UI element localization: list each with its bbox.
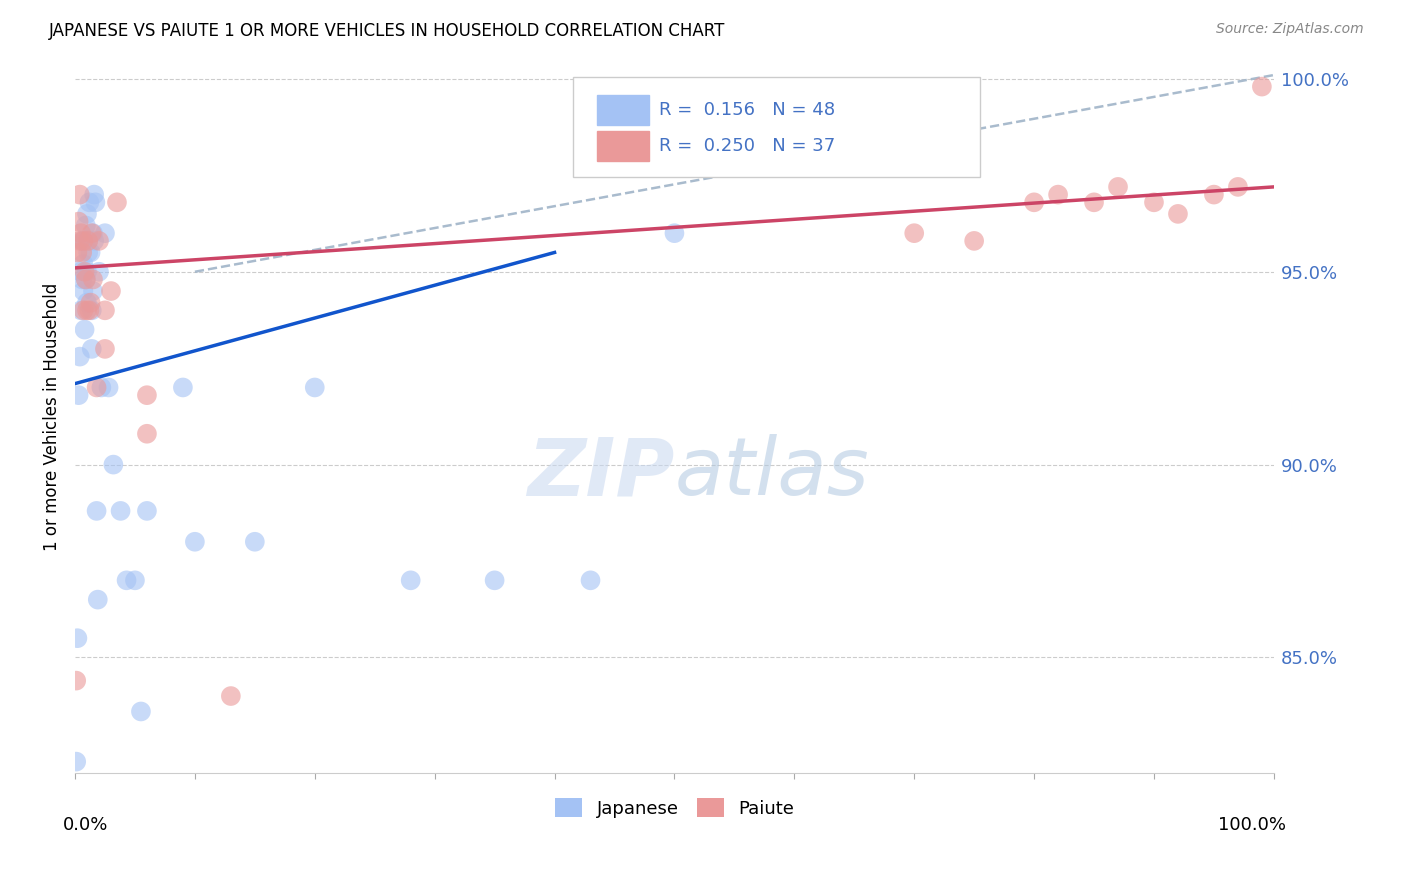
Point [76, 303, 98, 318]
Point [77, 234, 100, 248]
Point [90, 380, 112, 394]
Point [73, 265, 96, 279]
Text: JAPANESE VS PAIUTE 1 OR MORE VEHICLES IN HOUSEHOLD CORRELATION CHART: JAPANESE VS PAIUTE 1 OR MORE VEHICLES IN… [49, 22, 725, 40]
Point [110, 504, 132, 518]
Text: 0.0%: 0.0% [63, 816, 108, 834]
Point [172, 380, 194, 394]
Legend: Japanese, Paiute: Japanese, Paiute [548, 791, 801, 825]
Point [80, 303, 103, 318]
Text: R =  0.156   N = 48: R = 0.156 N = 48 [659, 102, 835, 120]
Point [124, 574, 146, 588]
Point [136, 426, 159, 441]
Point [66, 245, 89, 260]
Text: Source: ZipAtlas.com: Source: ZipAtlas.com [1216, 22, 1364, 37]
Point [304, 380, 326, 394]
Point [77, 245, 100, 260]
Point [79, 303, 101, 318]
Point [75, 272, 97, 286]
Point [70, 265, 93, 279]
Point [66, 631, 89, 645]
Point [103, 458, 125, 472]
Point [83, 187, 105, 202]
Point [1251, 79, 1274, 94]
Point [82, 226, 104, 240]
Point [82, 272, 104, 286]
Point [87, 234, 110, 248]
Point [80, 342, 103, 356]
Text: R =  0.250   N = 37: R = 0.250 N = 37 [659, 137, 835, 155]
Point [219, 689, 242, 703]
Y-axis label: 1 or more Vehicles in Household: 1 or more Vehicles in Household [44, 282, 60, 550]
Point [79, 195, 101, 210]
Point [86, 504, 108, 518]
Point [76, 265, 98, 279]
Point [1083, 195, 1105, 210]
Point [100, 284, 122, 298]
Point [243, 534, 266, 549]
Point [80, 226, 103, 240]
Point [72, 234, 94, 248]
Point [67, 388, 90, 402]
Point [73, 234, 96, 248]
Point [1143, 195, 1166, 210]
Point [579, 574, 602, 588]
Point [903, 226, 925, 240]
Point [129, 705, 152, 719]
Point [87, 265, 110, 279]
Point [664, 226, 686, 240]
Point [65, 673, 87, 688]
Text: ZIP: ZIP [527, 434, 675, 513]
Point [69, 234, 91, 248]
Point [83, 234, 105, 248]
Point [69, 187, 91, 202]
Point [70, 234, 93, 248]
Point [484, 574, 506, 588]
Point [79, 295, 101, 310]
FancyBboxPatch shape [596, 131, 650, 161]
Point [65, 755, 87, 769]
Point [105, 195, 128, 210]
Point [82, 284, 104, 298]
Point [69, 350, 91, 364]
Point [1167, 207, 1189, 221]
Point [399, 574, 422, 588]
Point [115, 574, 138, 588]
Point [87, 592, 110, 607]
Point [84, 195, 107, 210]
Point [76, 295, 98, 310]
Point [1202, 187, 1225, 202]
Point [72, 257, 94, 271]
Point [1226, 180, 1249, 194]
Point [76, 207, 98, 221]
Point [70, 272, 93, 286]
Point [184, 534, 207, 549]
Point [94, 342, 117, 356]
Point [70, 245, 93, 260]
Text: 100.0%: 100.0% [1218, 816, 1286, 834]
Text: atlas: atlas [675, 434, 869, 513]
Point [1107, 180, 1129, 194]
Point [67, 214, 90, 228]
FancyBboxPatch shape [572, 78, 980, 178]
Point [94, 226, 117, 240]
Point [1022, 195, 1045, 210]
Point [75, 219, 97, 233]
Point [79, 245, 101, 260]
Point [136, 504, 159, 518]
Point [73, 323, 96, 337]
Point [97, 380, 120, 394]
Point [77, 234, 100, 248]
Point [72, 284, 94, 298]
FancyBboxPatch shape [596, 95, 650, 125]
Point [86, 380, 108, 394]
Point [963, 234, 986, 248]
Point [70, 226, 93, 240]
Point [136, 388, 159, 402]
Point [72, 303, 94, 318]
Point [94, 303, 117, 318]
Point [75, 272, 97, 286]
Point [70, 303, 93, 318]
Point [1047, 187, 1070, 202]
